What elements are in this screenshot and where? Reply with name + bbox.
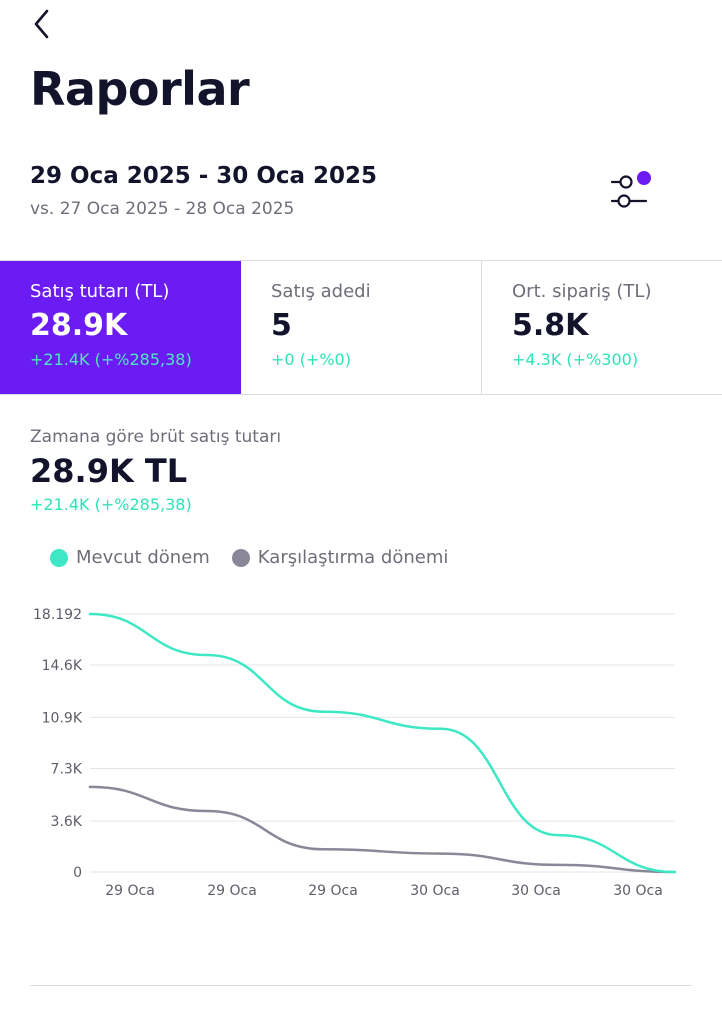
bottom-divider — [30, 985, 692, 986]
compare-range: vs. 27 Oca 2025 - 28 Oca 2025 — [30, 199, 295, 219]
metric-value: 28.9K — [30, 308, 128, 343]
sliders-icon — [610, 171, 651, 208]
y-tick-label: 7.3K — [51, 761, 83, 777]
chart-section-value: 28.9K TL — [30, 452, 188, 490]
metric-value: 5 — [271, 308, 292, 343]
chevron-left-icon — [34, 9, 49, 39]
date-range: 29 Oca 2025 - 30 Oca 2025 — [30, 163, 378, 189]
legend-item-current[interactable]: Mevcut dönem — [50, 547, 210, 568]
y-tick-label: 10.9K — [42, 710, 83, 726]
x-tick-label: 30 Oca — [511, 883, 561, 899]
back-button[interactable] — [24, 6, 60, 42]
metric-label: Ort. sipariş (TL) — [512, 281, 652, 302]
metric-delta: +21.4K (+%285,38) — [30, 350, 192, 369]
y-tick-label: 18.192 — [33, 607, 82, 623]
series-line-compare — [88, 785, 677, 874]
y-tick-label: 14.6K — [42, 658, 83, 674]
chart-section-delta: +21.4K (+%285,38) — [30, 495, 192, 514]
x-tick-label: 29 Oca — [207, 883, 257, 899]
metric-delta: +0 (+%0) — [271, 350, 351, 369]
metric-tab-sales-count[interactable]: Satış adedi 5 +0 (+%0) — [241, 261, 482, 394]
chart-legend: Mevcut dönem Karşılaştırma dönemi — [50, 547, 448, 568]
y-tick-label: 0 — [73, 865, 82, 881]
x-tick-label: 29 Oca — [308, 883, 358, 899]
legend-label-current: Mevcut dönem — [76, 547, 210, 568]
chart-section-label: Zamana göre brüt satış tutarı — [30, 427, 282, 447]
y-tick-label: 3.6K — [51, 814, 83, 830]
metric-label: Satış tutarı (TL) — [30, 281, 170, 302]
metric-value: 5.8K — [512, 308, 589, 343]
x-tick-label: 29 Oca — [105, 883, 155, 899]
metric-label: Satış adedi — [271, 281, 371, 302]
metric-delta: +4.3K (+%300) — [512, 350, 639, 369]
legend-dot-current — [50, 548, 68, 567]
metric-tabs: Satış tutarı (TL) 28.9K +21.4K (+%285,38… — [0, 260, 722, 395]
x-tick-label: 30 Oca — [410, 883, 460, 899]
sales-line-chart: 18.192 14.6K 10.9K 7.3K 3.6K 0 29 Oca 29 Oca 29 … — [33, 607, 677, 899]
metric-tab-sales-amount[interactable]: Satış tutarı (TL) 28.9K +21.4K (+%285,38… — [0, 261, 241, 394]
x-tick-label: 30 Oca — [613, 883, 663, 899]
legend-item-compare[interactable]: Karşılaştırma dönemi — [231, 547, 449, 568]
filter-active-indicator — [637, 171, 651, 185]
filter-button[interactable] — [604, 166, 656, 214]
legend-dot-compare — [231, 548, 250, 567]
metric-tab-avg-order[interactable]: Ort. sipariş (TL) 5.8K +4.3K (+%300) — [482, 261, 722, 394]
legend-label-compare: Karşılaştırma dönemi — [257, 547, 449, 568]
series-line-current — [88, 612, 677, 874]
page-title: Raporlar — [30, 62, 250, 116]
